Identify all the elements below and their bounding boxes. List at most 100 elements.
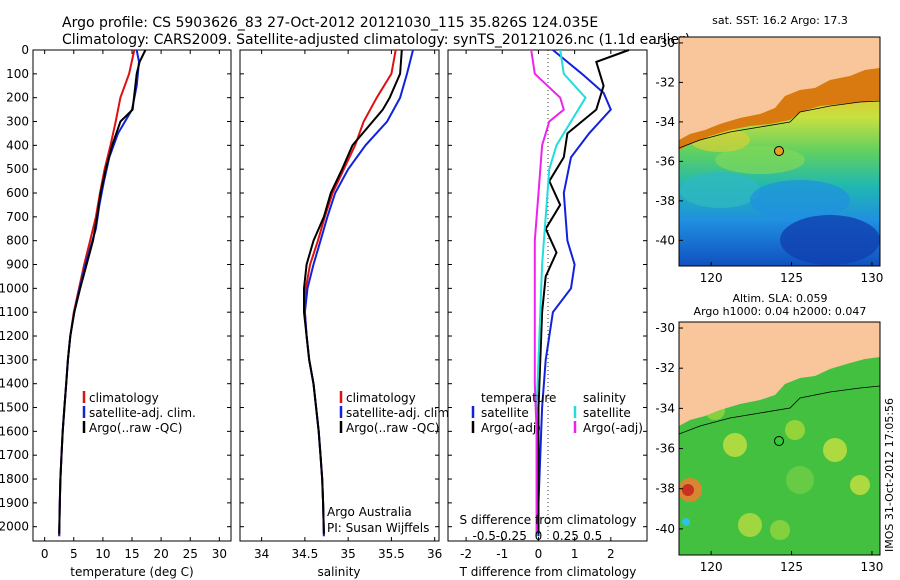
- legend-s-satellite-label: satellite: [583, 406, 631, 420]
- x-tick-label: 0: [41, 547, 49, 561]
- argo-float-marker: [774, 146, 784, 156]
- y-tick-label: 700: [6, 210, 29, 224]
- map-y-tick-label: -38: [655, 194, 675, 208]
- legend-satellite-label: satellite-adj. clim.: [89, 406, 196, 420]
- y-tick-label: 1200: [0, 329, 29, 343]
- y-tick-label: 600: [6, 186, 29, 200]
- x-tick-label: -2: [460, 547, 472, 561]
- x-tick-label: -1: [496, 547, 508, 561]
- map-y-tick-label: -38: [655, 482, 675, 496]
- sla-isobath: [679, 385, 880, 435]
- map-x-tick-label: 130: [861, 560, 884, 574]
- map-x-tick-label: 120: [700, 271, 723, 285]
- salinity-series: [303, 49, 414, 537]
- x-tick-label: 5: [70, 547, 78, 561]
- s-tick-label: 0.5: [583, 529, 602, 543]
- sla-map-frame: [678, 321, 881, 556]
- x-tick-label: 1: [571, 547, 579, 561]
- series-line-temperature-satellite: [537, 49, 612, 537]
- s-difference-label: S difference from climatology: [460, 513, 637, 527]
- temperature-xlabel: temperature (deg C): [70, 565, 193, 579]
- sla-map-title-line-2: Argo h1000: 0.04 h2000: 0.047: [694, 305, 867, 318]
- y-tick-label: 800: [6, 234, 29, 248]
- sst-map: sat. SST: 16.2 Argo: 17.3 120 125 130 -30 -3…: [655, 14, 883, 285]
- y-tick-label: 1300: [0, 353, 29, 367]
- series-line-argo-raw-qc-: [58, 49, 147, 534]
- temperature-series: [58, 49, 147, 537]
- x-tick-label: 34.5: [292, 547, 319, 561]
- temperature-legend: climatology satellite-adj. clim. Argo(..…: [82, 391, 196, 435]
- y-tick-label: 400: [6, 138, 29, 152]
- t-difference-xlabel: T difference from climatology: [459, 565, 637, 579]
- map-y-tick-label: -30: [655, 321, 675, 335]
- depth-axis: 0 100 200 300 400 500 600 700 800 900 1000 1100 1200…: [0, 43, 231, 534]
- x-tick-label: 35.5: [378, 547, 405, 561]
- difference-x-axis: -2 -1 0 1 2: [460, 50, 615, 561]
- y-tick-label: 100: [6, 67, 29, 81]
- temperature-x-axis: 0 5 10 15 20 25 30: [41, 50, 227, 561]
- s-tick-label: 0: [535, 529, 543, 543]
- sla-map: Altim. SLA: 0.059 Argo h1000: 0.04 h2000…: [655, 292, 883, 574]
- salinity-depth-ticks: [240, 49, 439, 528]
- salinity-legend: climatology satellite-adj. clim. Argo(..…: [339, 391, 453, 435]
- legend-s-argo-label: Argo(-adj): [583, 421, 643, 435]
- map-x-tick-label: 125: [780, 560, 803, 574]
- x-tick-label: 36: [427, 547, 442, 561]
- y-tick-label: 500: [6, 162, 29, 176]
- imos-timestamp: IMOS 31-Oct-2012 17:05:56: [883, 398, 896, 552]
- sst-map-axes: 120 125 130 -30 -32 -34 -36 -38 -40: [655, 36, 883, 285]
- y-tick-label: 1900: [0, 496, 29, 510]
- map-x-tick-label: 120: [700, 560, 723, 574]
- map-y-tick-label: -34: [655, 115, 675, 129]
- legend-climatology-label: climatology: [346, 391, 416, 405]
- salinity-panel: 34 34.5 35 35.5 36 salinity climatology sate…: [239, 49, 453, 579]
- map-x-tick-label: 125: [780, 271, 803, 285]
- x-tick-label: 15: [124, 547, 139, 561]
- y-tick-label: 0: [21, 43, 29, 57]
- y-tick-label: 1500: [0, 401, 29, 415]
- sst-map-title: sat. SST: 16.2 Argo: 17.3: [712, 14, 848, 27]
- y-tick-label: 2000: [0, 520, 29, 534]
- x-tick-label: 30: [212, 547, 227, 561]
- legend-t-argo-label: Argo(-adj): [481, 421, 541, 435]
- series-line-salinity-argo-adj-: [530, 49, 565, 534]
- s-tick-label: -0.5: [472, 529, 495, 543]
- map-y-tick-label: -36: [655, 154, 675, 168]
- difference-depth-ticks: [448, 49, 647, 528]
- map-y-tick-label: -40: [655, 233, 675, 247]
- argo-float-marker: [774, 436, 784, 446]
- y-tick-label: 1600: [0, 424, 29, 438]
- x-tick-label: 35: [341, 547, 356, 561]
- legend-argo-label: Argo(..raw -QC): [346, 421, 439, 435]
- s-tick-label: -0.25: [496, 529, 527, 543]
- legend-temperature-header: temperature: [481, 391, 556, 405]
- map-y-tick-label: -32: [655, 75, 675, 89]
- sla-map-title-line-1: Altim. SLA: 0.059: [732, 292, 827, 305]
- y-tick-label: 900: [6, 258, 29, 272]
- y-tick-label: 300: [6, 115, 29, 129]
- legend-satellite-label: satellite-adj. clim.: [346, 406, 453, 420]
- y-tick-label: 1100: [0, 305, 29, 319]
- sla-map-axes: 120 125 130 -30 -32 -34 -36 -38 -40: [655, 321, 883, 574]
- difference-series: [530, 49, 630, 537]
- salinity-xlabel: salinity: [317, 565, 360, 579]
- sla-land: [679, 322, 880, 426]
- y-tick-label: 200: [6, 91, 29, 105]
- figure-title-line-2: Climatology: CARS2009. Satellite-adjuste…: [62, 32, 690, 48]
- sst-isobath: [679, 100, 880, 149]
- y-tick-label: 1700: [0, 448, 29, 462]
- y-tick-label: 1800: [0, 472, 29, 486]
- difference-axes-box: [447, 49, 648, 542]
- map-y-tick-label: -34: [655, 401, 675, 415]
- salinity-axes-box: [239, 49, 440, 542]
- map-y-tick-label: -30: [655, 36, 675, 50]
- credit-line-1: Argo Australia: [327, 505, 412, 519]
- s-tick-label: 0.25: [552, 529, 579, 543]
- x-tick-label: 0: [535, 547, 543, 561]
- map-y-tick-label: -40: [655, 522, 675, 536]
- x-tick-label: 20: [153, 547, 168, 561]
- sst-map-frame: [678, 36, 881, 267]
- x-tick-label: 34: [254, 547, 269, 561]
- sst-coast-band: [679, 68, 880, 150]
